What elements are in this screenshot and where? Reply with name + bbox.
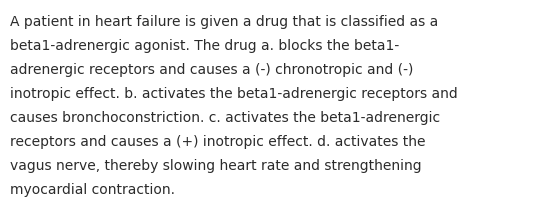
Text: causes bronchoconstriction. c. activates the beta1-adrenergic: causes bronchoconstriction. c. activates… [10,111,440,125]
Text: myocardial contraction.: myocardial contraction. [10,183,175,197]
Text: vagus nerve, thereby slowing heart rate and strengthening: vagus nerve, thereby slowing heart rate … [10,159,422,173]
Text: beta1-adrenergic agonist. The drug a. blocks the beta1-: beta1-adrenergic agonist. The drug a. bl… [10,39,400,53]
Text: receptors and causes a (+) inotropic effect. d. activates the: receptors and causes a (+) inotropic eff… [10,135,426,149]
Text: A patient in heart failure is given a drug that is classified as a: A patient in heart failure is given a dr… [10,15,438,29]
Text: inotropic effect. b. activates the beta1-adrenergic receptors and: inotropic effect. b. activates the beta1… [10,87,458,101]
Text: adrenergic receptors and causes a (-) chronotropic and (-): adrenergic receptors and causes a (-) ch… [10,63,413,77]
